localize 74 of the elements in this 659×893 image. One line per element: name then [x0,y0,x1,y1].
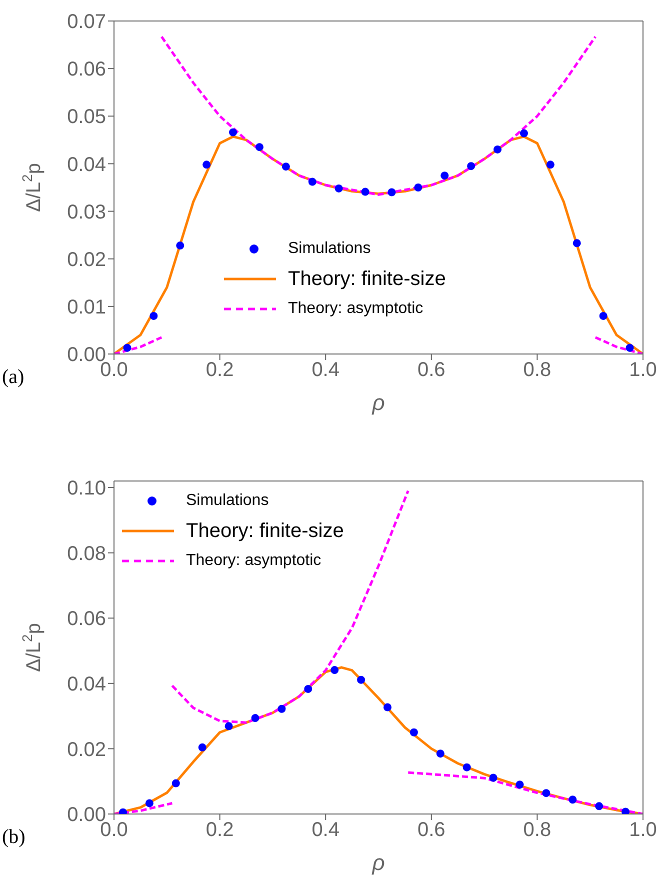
point [123,344,132,352]
legend-label: Simulations [288,240,371,258]
point [334,184,343,192]
point [304,684,312,693]
x-axis-title: ρ [371,850,385,875]
point [229,128,238,136]
point [622,808,630,814]
point [282,162,290,171]
point [308,178,316,186]
point [410,728,418,736]
point [224,722,233,730]
point [361,188,370,196]
y-tick-label: 0.04 [67,154,106,176]
y-tick-label: 0.01 [67,296,106,319]
point [595,802,604,810]
x-tick-label: 0.8 [523,359,552,382]
y-tick-label: 0.02 [67,738,106,761]
point [568,796,577,804]
point [414,184,422,192]
point [440,172,449,180]
point [251,714,260,722]
y-tick-label: 0.02 [67,248,106,271]
x-tick-label: 0.2 [206,359,234,382]
legend-label: Theory: finite-size [288,268,446,290]
point [520,129,528,138]
point [202,160,211,169]
x-tick-label: 0.4 [312,359,340,382]
y-tick-label: 0.10 [67,478,106,500]
point [388,188,396,196]
y-tick-label: 0.07 [67,11,106,34]
y-tick-label: 0.08 [67,542,106,565]
point [278,704,286,713]
point [150,312,158,320]
legend-label: Theory: asymptotic [186,552,322,570]
point [357,676,366,684]
point [546,160,554,169]
point [462,763,471,772]
x-tick-label: 0.4 [312,819,340,842]
x-tick-label: 0.8 [523,819,552,842]
point [467,162,476,170]
point [626,344,634,352]
x-tick-label: 0.2 [206,819,234,842]
x-axis-title: ρ [371,390,385,415]
line-series [160,35,597,196]
point [494,145,502,154]
point [172,779,180,788]
y-tick-label: 0.06 [67,608,106,630]
legend-label: Theory: asymptotic [288,300,424,318]
point [436,750,444,758]
point [255,143,264,152]
line-series [170,490,410,724]
point [330,666,339,674]
x-tick-label: 0.6 [417,819,446,842]
x-tick-label: 0.6 [417,359,446,382]
y-tick-label: 0.04 [67,674,106,696]
point [542,789,550,798]
point [516,780,524,789]
legend-label: Theory: finite-size [186,520,344,542]
point [572,239,581,248]
x-tick-label: 1.0 [629,819,657,842]
y-tick-label: 0.06 [67,58,106,81]
point [198,743,206,752]
point [383,703,392,712]
legend-label: Simulations [186,492,269,510]
x-tick-label: 1.0 [629,359,657,382]
text: (b) [2,826,26,849]
y-tick-label: 0.05 [67,106,106,128]
line-series [406,771,643,814]
point [176,242,184,250]
point [145,799,154,808]
y-tick-label: 0.03 [67,201,106,224]
point [489,774,498,782]
point [599,312,608,320]
text: (a) [2,366,24,389]
